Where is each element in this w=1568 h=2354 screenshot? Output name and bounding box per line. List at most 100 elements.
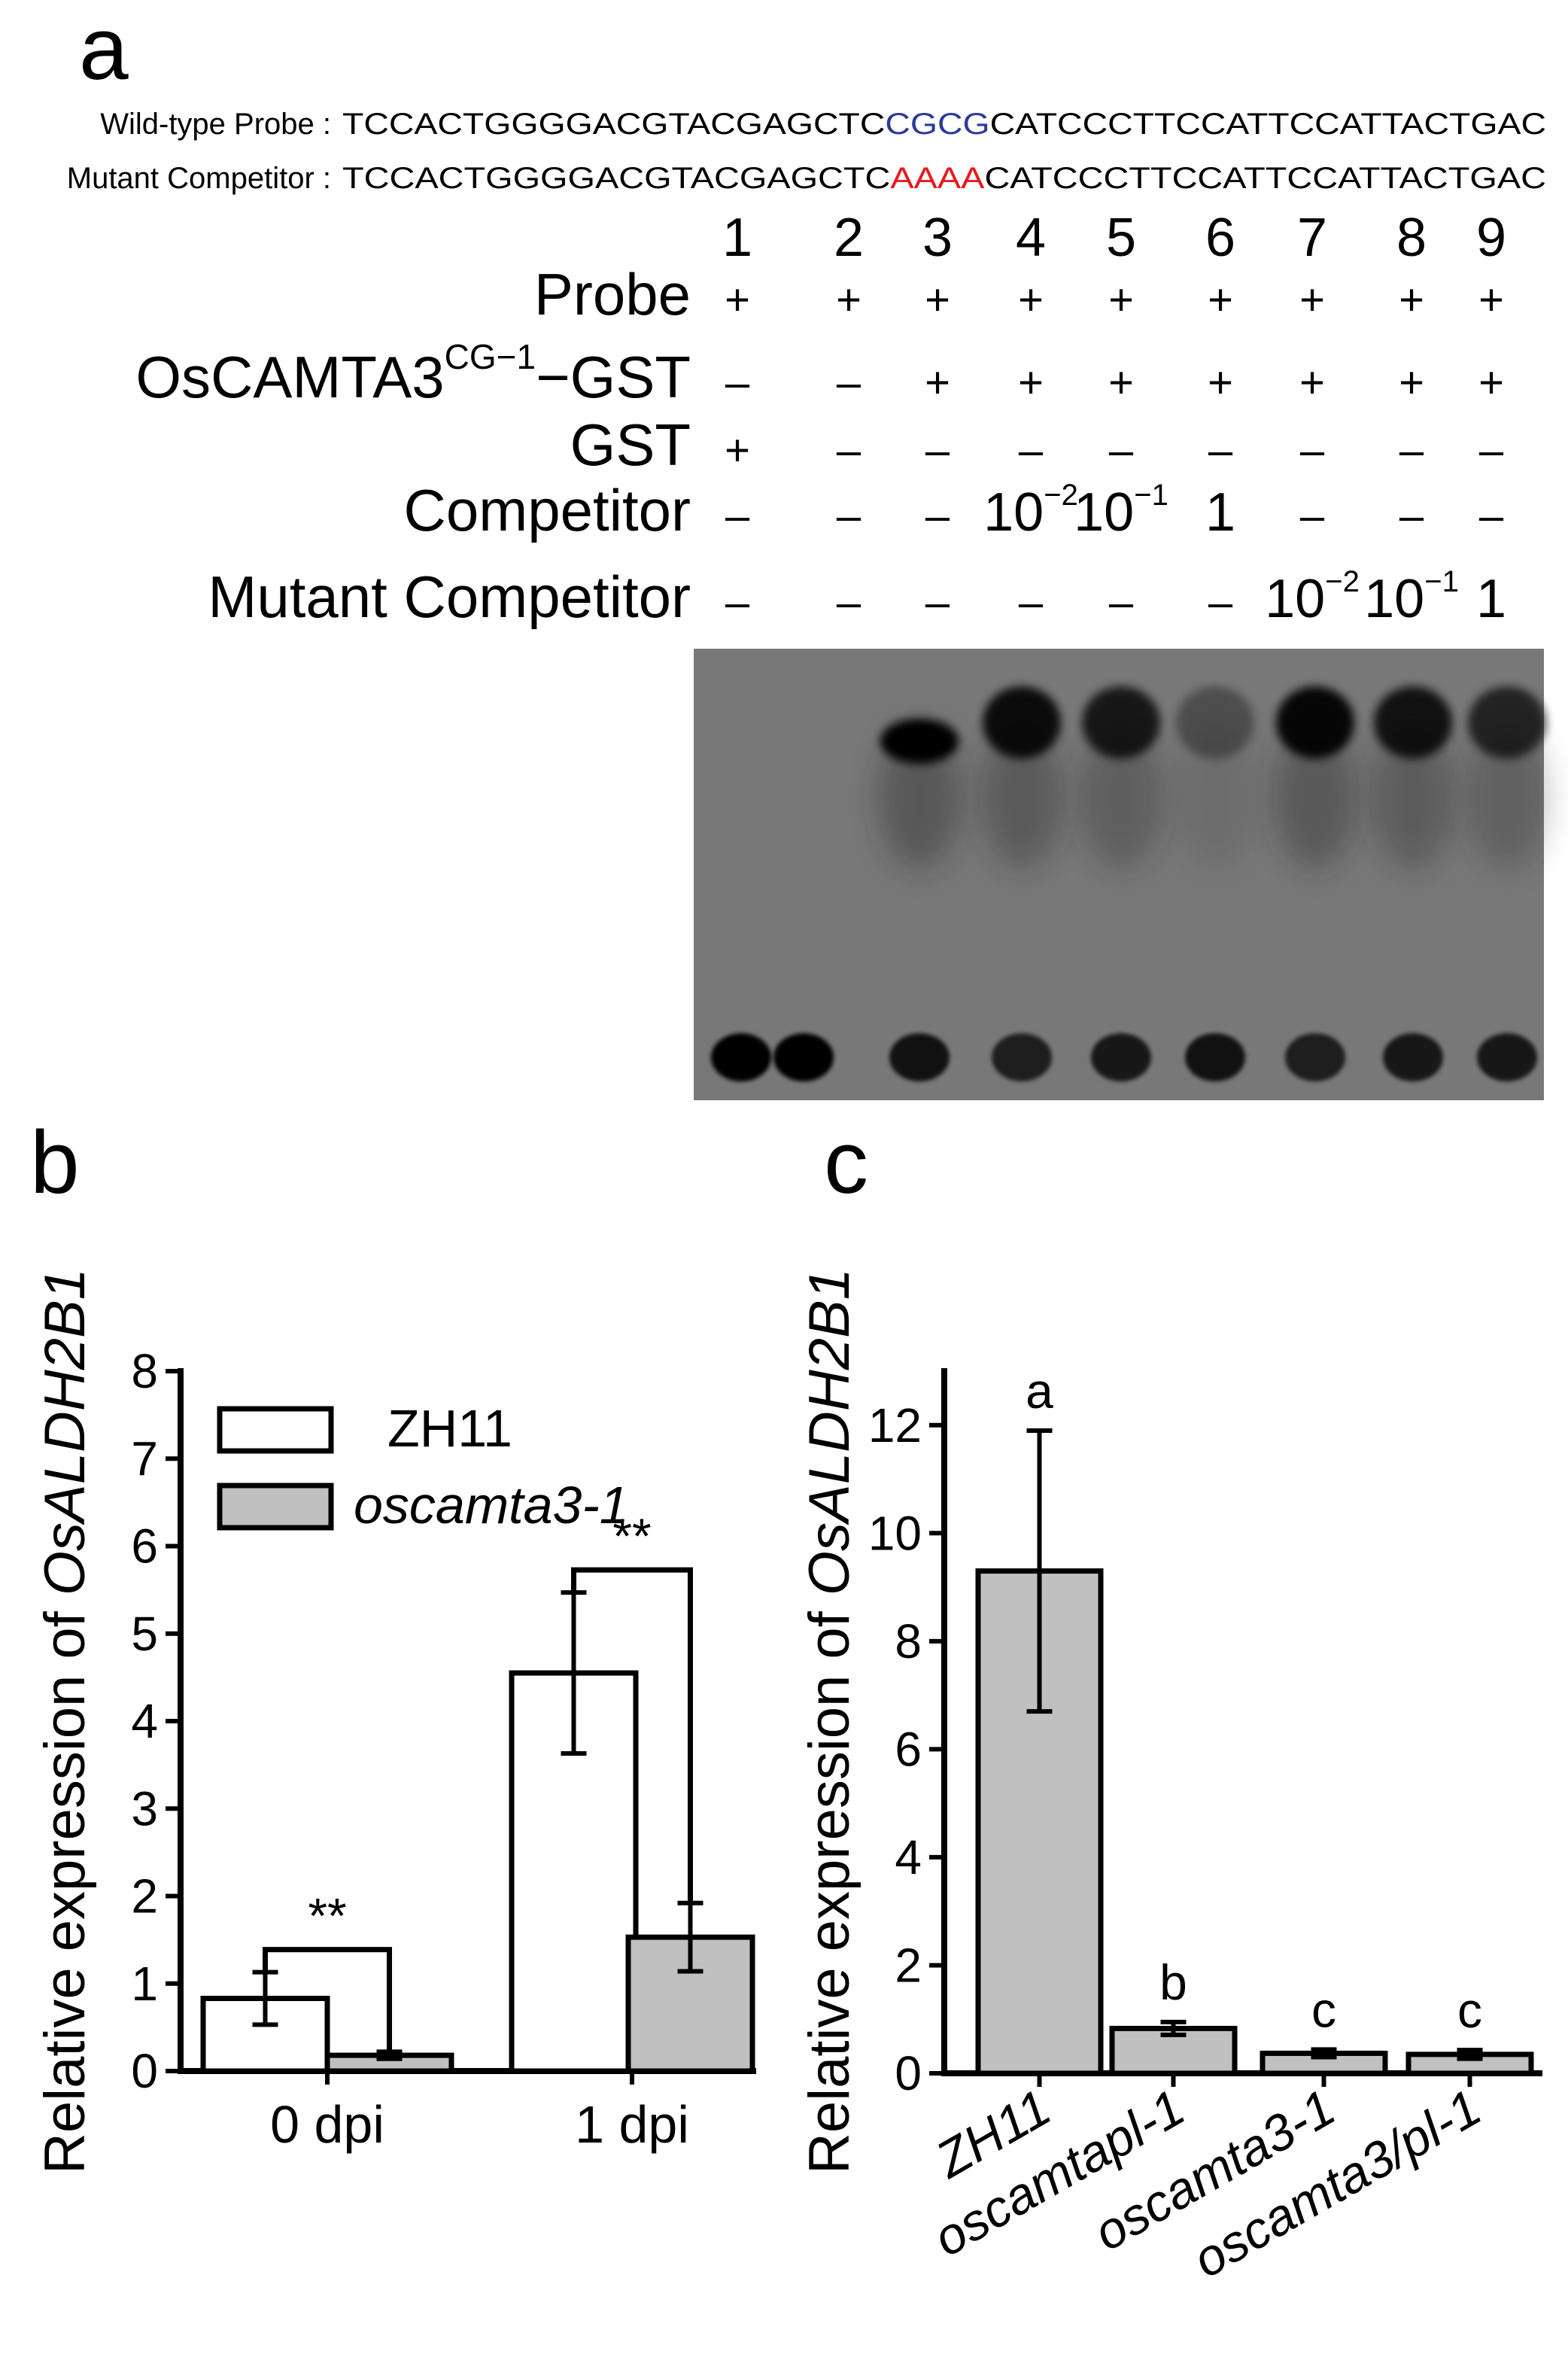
lane-number: 7 <box>1297 208 1327 268</box>
shifted-band <box>983 686 1061 759</box>
lane-value: – <box>1479 426 1504 475</box>
lane-value: + <box>1018 358 1044 407</box>
lane-value: – <box>837 578 861 627</box>
lane-value: + <box>725 426 750 475</box>
lane-value: + <box>925 275 950 324</box>
lane-value: – <box>837 491 861 540</box>
lane-value: – <box>725 358 750 407</box>
significance-letter: a <box>1026 1363 1053 1419</box>
lane-value: + <box>1108 275 1134 324</box>
lane-value: – <box>1109 578 1134 627</box>
lane-number: 9 <box>1476 208 1506 268</box>
lane-value: – <box>925 426 950 475</box>
lane-value: – <box>1479 491 1504 540</box>
lane-value: – <box>1109 426 1134 475</box>
wild-type-motif: CGCG <box>885 108 989 141</box>
lane-value: + <box>1399 358 1424 407</box>
shifted-band-smear <box>878 726 961 869</box>
lane-value: 10−1 <box>1364 565 1459 629</box>
mutant-motif: AAAA <box>890 162 984 195</box>
y-tick-label: 2 <box>895 1938 922 1992</box>
significance-bracket <box>263 1947 392 2052</box>
lane-value: – <box>837 358 861 407</box>
lane-number: 1 <box>722 208 752 268</box>
lane-value: – <box>925 578 950 627</box>
lane-value: 10−2 <box>1265 565 1360 629</box>
panel-b: b 0 1 2 3 4 5 6 7 8 Relative expression of OsALDH… <box>30 1113 756 2174</box>
lane-number: 2 <box>834 208 864 268</box>
y-tick-label: 2 <box>131 1869 158 1924</box>
legend-label: oscamta3-1 <box>354 1476 629 1534</box>
free-probe-band <box>1383 1033 1443 1081</box>
y-tick-label: 8 <box>895 1614 922 1668</box>
lane-number: 6 <box>1205 208 1235 268</box>
y-tick-label: 8 <box>131 1344 158 1398</box>
shifted-band-smear <box>1274 726 1357 869</box>
y-tick-label: 12 <box>868 1398 922 1452</box>
lane-value: + <box>1478 358 1504 407</box>
free-probe-band <box>992 1033 1052 1081</box>
y-tick-label: 0 <box>131 2044 158 2098</box>
shifted-band-smear <box>980 726 1063 869</box>
lane-value: + <box>925 358 950 407</box>
significance-label: ** <box>308 1888 346 1944</box>
lane-number: 5 <box>1106 208 1136 268</box>
panel-c-letter: c <box>824 1113 868 1212</box>
lane-value: – <box>837 426 861 475</box>
free-probe-band <box>1477 1033 1537 1081</box>
y-tick-label: 1 <box>131 1957 158 2011</box>
row-label: GST <box>570 412 691 478</box>
lane-value: – <box>1019 578 1044 627</box>
significance-letter: c <box>1457 1982 1482 2038</box>
wild-type-probe-label: Wild-type Probe : <box>100 108 331 141</box>
legend-swatch <box>217 1406 334 1454</box>
free-probe-band <box>889 1033 950 1081</box>
y-tick-label: 6 <box>895 1722 922 1776</box>
panel-a-letter: a <box>79 0 129 99</box>
row-label: Probe <box>534 261 691 327</box>
lane-value: – <box>1399 491 1424 540</box>
wild-type-probe-sequence: TCCACTGGGGACGTACGAGCTC CGCG CATCCCTTCCATTC… <box>342 108 1546 141</box>
row-label: Competitor <box>404 477 691 543</box>
free-probe-band <box>1091 1033 1151 1081</box>
shifted-band <box>880 719 959 764</box>
free-probe-band <box>1185 1033 1245 1081</box>
significance-letter: b <box>1159 1954 1187 2010</box>
shifted-band-smear <box>1174 726 1257 869</box>
shifted-band-smear <box>1080 726 1162 869</box>
y-axis-label: Relative expression of OsALDH2B1 <box>33 1268 97 2174</box>
row-label: OsCAMTA3CG−1−GST <box>135 337 691 410</box>
lane-value: + <box>1208 358 1233 407</box>
lane-value: + <box>1399 275 1424 324</box>
row-label: Mutant Competitor <box>208 564 691 630</box>
mutant-competitor-sequence: TCCACTGGGGACGTACGAGCTC AAAA CATCCCTTCCATTC… <box>342 162 1546 195</box>
panel-b-letter: b <box>30 1113 80 1212</box>
lane-value: 10−1 <box>1074 479 1168 543</box>
panel-a: a Wild-type Probe : TCCACTGGGGACGTACGAGC… <box>67 0 1548 1100</box>
lane-value: – <box>725 578 750 627</box>
significance-bracket <box>571 1567 693 1903</box>
significance-label: ** <box>612 1508 651 1564</box>
free-probe-band <box>1285 1033 1345 1081</box>
lane-value: + <box>1299 358 1325 407</box>
shifted-band <box>1276 686 1354 759</box>
y-tick-label: 4 <box>895 1830 922 1884</box>
y-tick-label: 5 <box>131 1607 158 1661</box>
lane-value: – <box>1208 578 1233 627</box>
lane-number: 3 <box>922 208 953 268</box>
y-tick-label: 0 <box>895 2046 922 2100</box>
free-probe-band <box>773 1033 834 1081</box>
x-tick-label: 1 dpi <box>575 2095 689 2154</box>
lane-value: – <box>1300 491 1325 540</box>
lane-number: 4 <box>1016 208 1046 268</box>
y-axis-label: Relative expression of OsALDH2B1 <box>798 1268 861 2174</box>
significance-letter: c <box>1311 1981 1336 2037</box>
shifted-band <box>1374 686 1452 759</box>
lane-value: – <box>925 491 950 540</box>
chart-b: 0 1 2 3 4 5 6 7 8 Relative expression of OsALDH2B… <box>33 1268 756 2174</box>
shifted-band <box>1082 686 1160 759</box>
